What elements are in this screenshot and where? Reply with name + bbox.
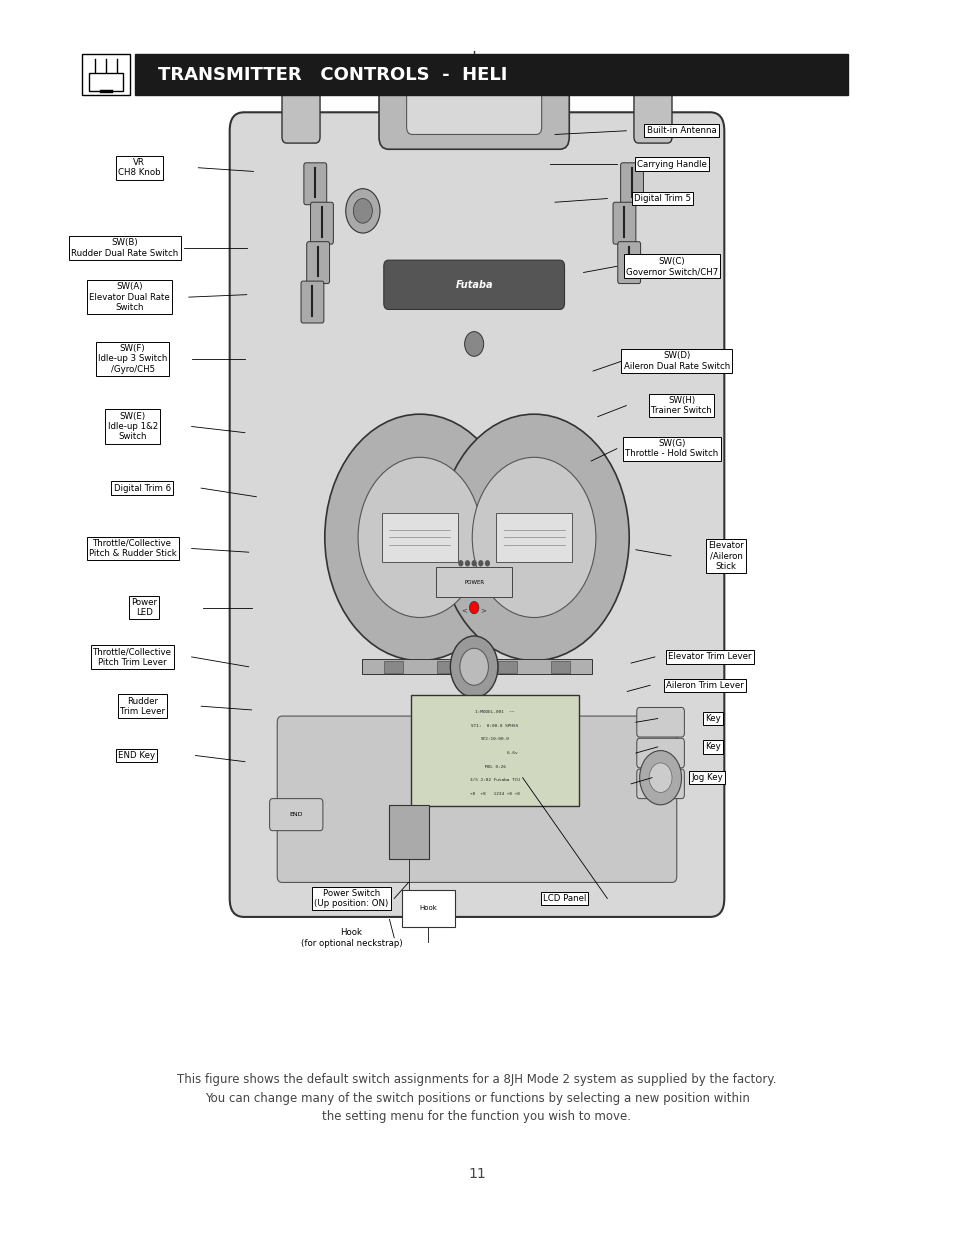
FancyBboxPatch shape — [277, 716, 676, 883]
FancyBboxPatch shape — [230, 112, 723, 916]
Text: <: < — [461, 608, 467, 613]
Text: VR
CH8 Knob: VR CH8 Knob — [118, 158, 160, 178]
Text: You can change many of the switch positions or functions by selecting a new posi: You can change many of the switch positi… — [204, 1092, 749, 1104]
FancyBboxPatch shape — [436, 567, 512, 597]
Text: Carrying Handle: Carrying Handle — [637, 159, 706, 168]
Circle shape — [464, 332, 483, 356]
FancyBboxPatch shape — [637, 739, 683, 768]
Text: Throttle/Collective
Pitch Trim Lever: Throttle/Collective Pitch Trim Lever — [93, 647, 172, 667]
Text: Key: Key — [704, 714, 720, 722]
Text: Jog Key: Jog Key — [691, 773, 722, 782]
Text: the setting menu for the function you wish to move.: the setting menu for the function you wi… — [322, 1110, 631, 1123]
FancyBboxPatch shape — [620, 163, 642, 205]
FancyBboxPatch shape — [476, 659, 592, 674]
FancyBboxPatch shape — [637, 708, 683, 737]
Text: Power Switch
(Up position: ON): Power Switch (Up position: ON) — [314, 889, 388, 908]
Text: LCD Panel: LCD Panel — [542, 894, 585, 903]
Circle shape — [648, 763, 671, 793]
FancyBboxPatch shape — [551, 661, 570, 673]
Circle shape — [450, 636, 497, 698]
Text: SW(B)
Rudder Dual Rate Switch: SW(B) Rudder Dual Rate Switch — [71, 238, 178, 258]
FancyBboxPatch shape — [411, 695, 578, 806]
FancyBboxPatch shape — [634, 75, 671, 143]
Text: Digital Trim 6: Digital Trim 6 — [113, 484, 171, 493]
Circle shape — [438, 414, 629, 661]
FancyBboxPatch shape — [383, 661, 402, 673]
Circle shape — [353, 199, 372, 224]
FancyBboxPatch shape — [270, 799, 322, 831]
Text: Elevator Trim Lever: Elevator Trim Lever — [668, 652, 751, 662]
Circle shape — [469, 601, 478, 614]
Text: SW(E)
Idle-up 1&2
Switch: SW(E) Idle-up 1&2 Switch — [108, 411, 157, 441]
FancyBboxPatch shape — [134, 54, 847, 95]
Text: Throttle/Collective
Pitch & Rudder Stick: Throttle/Collective Pitch & Rudder Stick — [89, 538, 176, 558]
FancyBboxPatch shape — [378, 57, 569, 149]
Text: This figure shows the default switch assignments for a 8JH Mode 2 system as supp: This figure shows the default switch ass… — [177, 1073, 776, 1086]
FancyBboxPatch shape — [436, 661, 456, 673]
Text: POWER: POWER — [463, 580, 484, 585]
FancyBboxPatch shape — [389, 805, 429, 860]
Circle shape — [472, 457, 596, 618]
Text: SW(C)
Governor Switch/CH7: SW(C) Governor Switch/CH7 — [625, 257, 718, 275]
Text: TRANSMITTER   CONTROLS  -  HELI: TRANSMITTER CONTROLS - HELI — [158, 65, 507, 84]
Text: Key: Key — [704, 742, 720, 751]
Text: 6.6v: 6.6v — [473, 751, 517, 755]
Text: END Key: END Key — [118, 751, 154, 760]
Text: Elevator
/Aileron
Stick: Elevator /Aileron Stick — [708, 541, 743, 571]
Text: SW(H)
Trainer Switch: SW(H) Trainer Switch — [651, 396, 711, 415]
Circle shape — [639, 751, 680, 805]
Text: SW(G)
Throttle - Hold Switch: SW(G) Throttle - Hold Switch — [625, 438, 718, 458]
FancyBboxPatch shape — [307, 242, 329, 284]
Text: 3/5 2:02 Futaba TCU: 3/5 2:02 Futaba TCU — [470, 778, 519, 782]
Text: Built-in Antenna: Built-in Antenna — [646, 126, 716, 136]
FancyBboxPatch shape — [401, 890, 455, 926]
FancyBboxPatch shape — [361, 659, 477, 674]
FancyBboxPatch shape — [497, 661, 517, 673]
Circle shape — [345, 189, 379, 233]
Text: MDL 0:26: MDL 0:26 — [484, 764, 505, 768]
Text: ST1:  0:00.0 SPHSS: ST1: 0:00.0 SPHSS — [471, 724, 518, 727]
FancyBboxPatch shape — [406, 83, 541, 135]
Text: SW(F)
Idle-up 3 Switch
/Gyro/CH5: SW(F) Idle-up 3 Switch /Gyro/CH5 — [98, 343, 167, 374]
Text: Rudder
Trim Lever: Rudder Trim Lever — [119, 697, 165, 716]
FancyBboxPatch shape — [383, 261, 564, 310]
FancyBboxPatch shape — [637, 769, 683, 799]
Text: SW(D)
Aileron Dual Rate Switch: SW(D) Aileron Dual Rate Switch — [623, 352, 729, 370]
FancyBboxPatch shape — [445, 547, 502, 584]
FancyBboxPatch shape — [381, 513, 457, 562]
FancyBboxPatch shape — [304, 163, 326, 205]
Circle shape — [459, 648, 488, 685]
Circle shape — [472, 561, 476, 566]
FancyBboxPatch shape — [311, 203, 333, 245]
Text: END: END — [289, 813, 303, 818]
Text: SW(A)
Elevator Dual Rate
Switch: SW(A) Elevator Dual Rate Switch — [90, 283, 170, 312]
FancyBboxPatch shape — [89, 73, 123, 90]
FancyBboxPatch shape — [282, 75, 319, 143]
FancyBboxPatch shape — [496, 513, 572, 562]
Text: ST2:10:00.0: ST2:10:00.0 — [480, 737, 509, 741]
Text: 1:MODEL-001  ~~: 1:MODEL-001 ~~ — [475, 710, 515, 714]
Text: +8  +8   1234 +8 +8: +8 +8 1234 +8 +8 — [470, 792, 519, 795]
Text: Power
LED: Power LED — [131, 598, 157, 618]
Circle shape — [485, 561, 489, 566]
Text: Aileron Trim Lever: Aileron Trim Lever — [666, 680, 743, 690]
Text: Hook: Hook — [419, 905, 437, 911]
Text: Hook
(for optional neckstrap): Hook (for optional neckstrap) — [300, 929, 402, 947]
Circle shape — [478, 561, 482, 566]
Circle shape — [465, 561, 469, 566]
FancyBboxPatch shape — [301, 282, 323, 324]
Circle shape — [324, 414, 515, 661]
Text: Digital Trim 5: Digital Trim 5 — [633, 194, 690, 203]
Text: >: > — [480, 608, 486, 613]
FancyBboxPatch shape — [82, 54, 130, 95]
Circle shape — [458, 561, 462, 566]
Text: Futaba: Futaba — [455, 280, 493, 290]
Text: 11: 11 — [468, 1167, 485, 1182]
FancyBboxPatch shape — [618, 242, 639, 284]
FancyBboxPatch shape — [613, 203, 636, 245]
Circle shape — [357, 457, 481, 618]
